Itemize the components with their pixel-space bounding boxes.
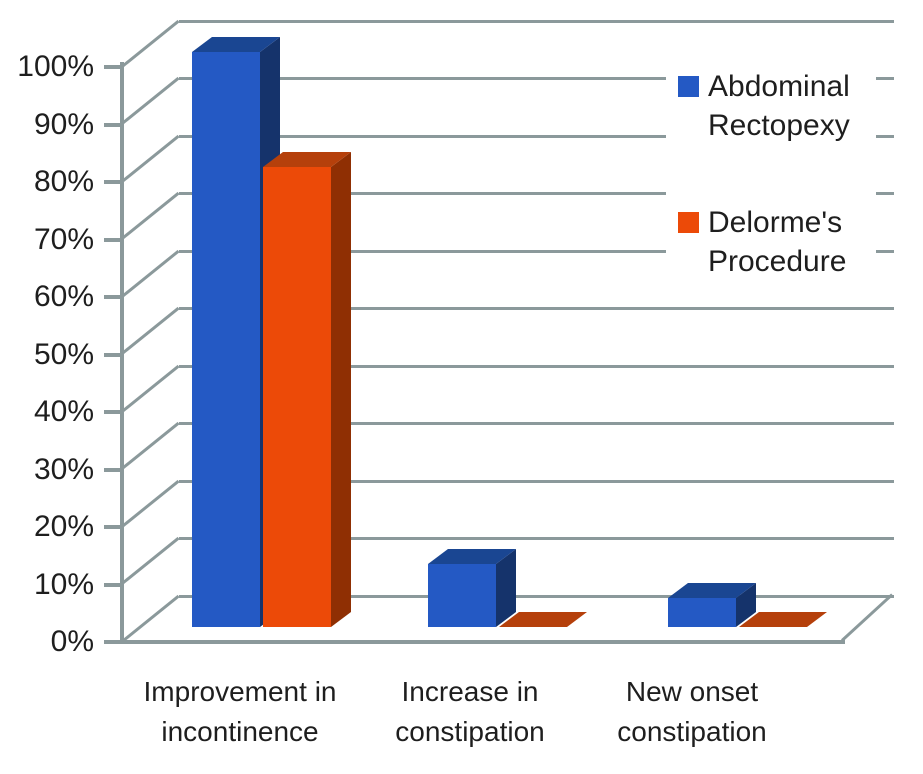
- y-axis-tick: [104, 237, 124, 242]
- gridline: [179, 19, 894, 23]
- y-axis-tick: [104, 467, 124, 472]
- bar-side-face: [331, 151, 351, 627]
- gridline-sidewall-segment: [120, 19, 180, 69]
- y-axis-tick-label: 40%: [33, 395, 94, 428]
- gridline-sidewall-segment: [120, 479, 180, 529]
- bar-front-face: [263, 167, 331, 627]
- gridline-sidewall-segment: [120, 536, 180, 586]
- legend-label: Abdominal Rectopexy: [708, 70, 850, 142]
- gridline-sidewall-segment: [120, 421, 180, 471]
- y-axis-tick-label: 0%: [50, 625, 94, 658]
- y-axis-tick: [104, 65, 124, 69]
- gridline: [179, 537, 894, 540]
- gridline: [179, 307, 894, 310]
- y-axis-tick: [104, 122, 124, 127]
- x-axis-line: [120, 640, 845, 644]
- y-axis-tick: [104, 295, 124, 299]
- x-axis-category-label: New onset constipation: [617, 676, 767, 747]
- legend-label: Delorme's Procedure: [708, 206, 847, 278]
- legend-swatch-abdominal-rectopexy-icon: [678, 76, 699, 97]
- legend-item-abdominal-rectopexy: Abdominal Rectopexy: [678, 67, 876, 145]
- y-axis-line: [120, 62, 124, 644]
- legend-swatch-delormes-procedure-icon: [678, 212, 699, 233]
- gridline-sidewall-segment: [120, 249, 180, 299]
- y-axis-tick-label: 50%: [33, 337, 94, 371]
- y-axis-tick-label: 100%: [17, 50, 94, 83]
- y-axis-tick-label: 80%: [33, 165, 94, 198]
- y-axis-tick-label: 20%: [33, 510, 94, 543]
- y-axis-tick-label: 30%: [33, 452, 94, 486]
- gridline: [179, 364, 894, 368]
- gridline: [179, 134, 894, 138]
- gridline: [179, 479, 894, 483]
- y-axis-tick: [104, 582, 124, 587]
- gridline-sidewall-segment: [120, 594, 180, 644]
- gridline-sidewall-segment: [120, 306, 180, 356]
- gridline: [179, 594, 894, 598]
- y-axis-tick-label: 10%: [33, 567, 94, 601]
- gridline: [179, 77, 894, 80]
- y-axis-tick: [104, 352, 124, 357]
- y-axis-tick: [104, 410, 124, 414]
- bar-front-face: [428, 563, 496, 627]
- x-axis-category-label: Improvement in incontinence: [143, 676, 337, 747]
- y-axis-tick: [104, 525, 124, 529]
- gridline-sidewall-segment: [120, 76, 180, 126]
- y-axis-tick-label: 90%: [33, 107, 94, 141]
- legend: Abdominal Rectopexy Delorme's Procedure: [666, 55, 876, 301]
- gridline: [179, 422, 894, 425]
- y-axis-tick: [104, 180, 124, 184]
- y-axis-tick: [104, 640, 124, 644]
- y-axis-tick-label: 60%: [33, 280, 94, 313]
- gridline-sidewall-segment: [120, 134, 180, 184]
- x-axis-category-label: Increase in constipation: [395, 676, 545, 747]
- bar-front-face: [192, 52, 260, 627]
- gridline-sidewall-segment: [120, 364, 180, 414]
- y-axis-tick-label: 70%: [33, 222, 94, 256]
- legend-item-delormes-procedure: Delorme's Procedure: [678, 203, 876, 281]
- gridline: [179, 249, 894, 253]
- gridline-sidewall-segment: [120, 191, 180, 241]
- gridline: [179, 192, 894, 195]
- bar-front-face: [668, 598, 736, 627]
